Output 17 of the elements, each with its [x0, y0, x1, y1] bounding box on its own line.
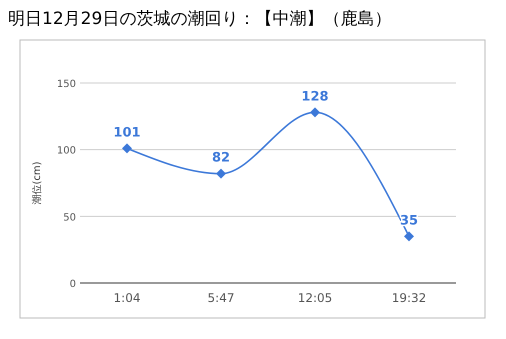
x-tick-label: 12:05: [298, 291, 332, 305]
x-tick-label: 19:32: [392, 291, 426, 305]
y-tick-label: 0: [70, 279, 76, 290]
x-tick-label: 5:47: [208, 291, 234, 305]
chart-title: 明日12月29日の茨城の潮回り：【中潮】（鹿島）: [8, 9, 392, 29]
data-label: 82: [212, 150, 230, 166]
x-tick-label: 1:04: [114, 291, 140, 305]
point: [216, 168, 226, 179]
y-axis-title: 潮位(cm): [31, 161, 43, 205]
data-label: 128: [301, 89, 329, 104]
point: [310, 107, 320, 118]
y-tick-label: 100: [56, 146, 76, 157]
data-label: 101: [113, 125, 141, 140]
point: [122, 143, 132, 154]
y-tick-label: 150: [56, 79, 76, 90]
point: [404, 231, 414, 242]
y-tick-label: 50: [63, 212, 76, 224]
